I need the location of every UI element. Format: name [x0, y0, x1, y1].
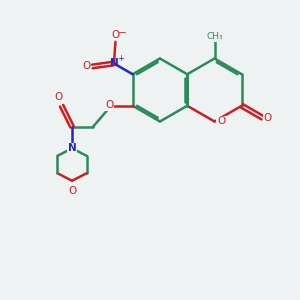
Text: O: O: [83, 61, 91, 71]
Text: O: O: [68, 186, 76, 196]
Text: O: O: [54, 92, 63, 102]
Text: N: N: [68, 143, 76, 153]
Text: O: O: [264, 113, 272, 123]
Text: O: O: [217, 116, 225, 127]
Text: N: N: [110, 58, 118, 68]
Text: −: −: [118, 28, 126, 38]
Text: O: O: [111, 30, 120, 40]
Text: CH₃: CH₃: [206, 32, 223, 41]
Text: +: +: [117, 53, 124, 62]
Text: O: O: [105, 100, 114, 110]
